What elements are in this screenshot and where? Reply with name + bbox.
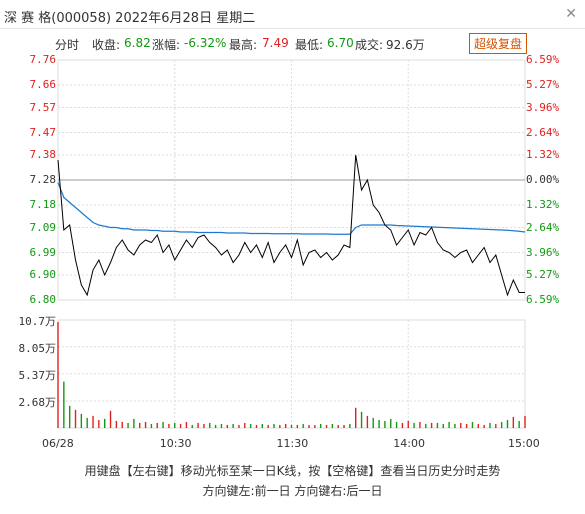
price-tick-label: 7.47 — [0, 126, 56, 139]
percent-tick-label: 3.96% — [526, 101, 582, 114]
arrow-key-hint: 方向键左:前一日 方向键右:后一日 — [0, 482, 585, 499]
keyboard-hint: 用键盘【左右键】移动光标至某一日K线，按【空格键】查看当日历史分时走势 — [0, 462, 585, 479]
volume-tick-label: 2.68万 — [0, 394, 56, 410]
percent-tick-label: 2.64% — [526, 221, 582, 234]
price-tick-label: 7.57 — [0, 101, 56, 114]
volume-tick-label: 8.05万 — [0, 340, 56, 356]
percent-tick-label: 2.64% — [526, 126, 582, 139]
time-tick-label: 10:30 — [160, 437, 192, 450]
percent-tick-label: 1.32% — [526, 148, 582, 161]
percent-tick-label: 0.00% — [526, 173, 582, 186]
time-tick-label: 06/28 — [42, 437, 74, 450]
price-tick-label: 7.38 — [0, 148, 56, 161]
percent-tick-label: 3.96% — [526, 246, 582, 259]
price-tick-label: 7.18 — [0, 198, 56, 211]
price-tick-label: 6.99 — [0, 246, 56, 259]
volume-tick-label: 5.37万 — [0, 367, 56, 383]
price-tick-label: 6.90 — [0, 268, 56, 281]
percent-tick-label: 5.27% — [526, 268, 582, 281]
price-tick-label: 7.09 — [0, 221, 56, 234]
price-tick-label: 7.66 — [0, 78, 56, 91]
price-tick-label: 6.80 — [0, 293, 56, 306]
percent-tick-label: 5.27% — [526, 78, 582, 91]
price-tick-label: 7.76 — [0, 53, 56, 66]
time-tick-label: 15:00 — [508, 437, 540, 450]
percent-tick-label: 6.59% — [526, 293, 582, 306]
time-tick-label: 14:00 — [393, 437, 425, 450]
percent-tick-label: 1.32% — [526, 198, 582, 211]
price-tick-label: 7.28 — [0, 173, 56, 186]
volume-tick-label: 10.7万 — [0, 313, 56, 329]
time-tick-label: 11:30 — [277, 437, 309, 450]
percent-tick-label: 6.59% — [526, 53, 582, 66]
